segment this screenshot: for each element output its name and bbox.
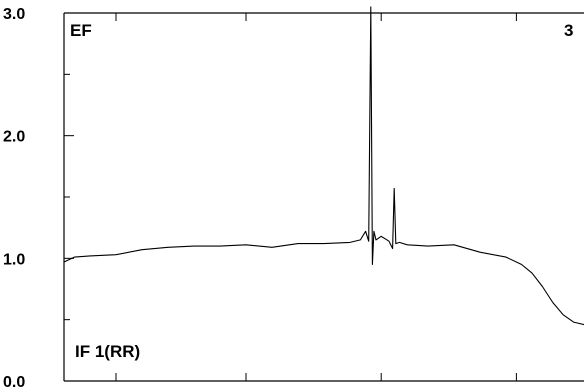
annotation-top-right: 3 <box>564 21 573 40</box>
y-tick-label: 2.0 <box>3 129 25 146</box>
annotation-top-left: EF <box>70 21 92 40</box>
annotation-bottom-left: IF 1(RR) <box>75 342 140 361</box>
y-tick-label: 0.0 <box>3 374 25 391</box>
y-tick-label: 1.0 <box>3 251 25 268</box>
series-line-0 <box>63 6 584 326</box>
y-tick-label: 3.0 <box>3 6 25 23</box>
